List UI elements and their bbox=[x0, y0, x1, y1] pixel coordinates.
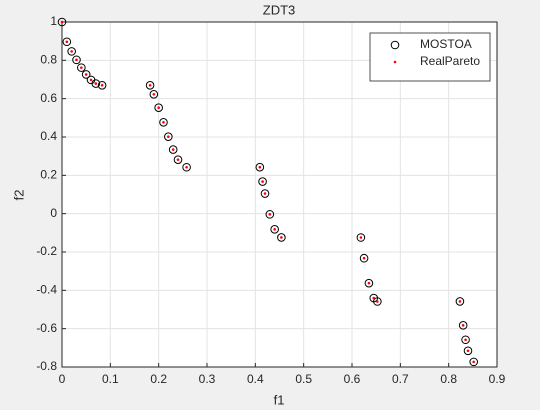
point bbox=[265, 210, 275, 219]
point bbox=[463, 346, 473, 356]
point bbox=[258, 177, 267, 186]
point bbox=[145, 80, 155, 90]
point bbox=[364, 278, 374, 288]
y-axis-label: f2 bbox=[11, 190, 26, 201]
point bbox=[280, 236, 283, 239]
point bbox=[81, 70, 91, 79]
point bbox=[72, 55, 81, 65]
point bbox=[255, 162, 265, 172]
point bbox=[77, 63, 86, 72]
point bbox=[75, 58, 78, 62]
x-tick-label: 0.1 bbox=[102, 372, 119, 386]
point bbox=[157, 106, 160, 110]
x-tick-label: 0.8 bbox=[440, 372, 457, 386]
x-tick-label: 0.5 bbox=[295, 372, 312, 386]
point bbox=[149, 89, 159, 99]
legend-label: MOSTOA bbox=[420, 37, 472, 51]
chart-title: ZDT3 bbox=[263, 2, 296, 17]
point bbox=[176, 158, 180, 161]
point bbox=[173, 155, 183, 164]
point bbox=[362, 256, 366, 260]
point bbox=[359, 253, 369, 263]
point bbox=[270, 225, 279, 234]
point bbox=[70, 50, 73, 53]
point bbox=[273, 228, 276, 231]
x-tick-label: 0.4 bbox=[247, 372, 264, 386]
point bbox=[171, 148, 175, 151]
y-tick-label: 0.2 bbox=[40, 168, 57, 182]
point bbox=[461, 324, 465, 327]
point bbox=[65, 40, 69, 44]
point bbox=[164, 132, 173, 141]
point bbox=[466, 349, 470, 353]
point bbox=[458, 300, 462, 303]
point bbox=[373, 297, 382, 306]
point bbox=[94, 82, 98, 85]
legend-marker bbox=[393, 60, 397, 64]
y-tick-label: -0.8 bbox=[36, 359, 57, 373]
point bbox=[461, 335, 470, 345]
point bbox=[154, 103, 163, 113]
axes-box bbox=[61, 21, 498, 368]
point bbox=[162, 120, 165, 124]
point bbox=[359, 236, 363, 239]
y-tick-label: -0.6 bbox=[36, 321, 57, 335]
point bbox=[458, 321, 468, 330]
point bbox=[277, 233, 286, 242]
point bbox=[159, 117, 168, 127]
point bbox=[57, 17, 67, 27]
point bbox=[260, 189, 270, 198]
legend-marker bbox=[390, 40, 400, 50]
point bbox=[100, 84, 104, 87]
point bbox=[89, 78, 93, 82]
y-tick-label: -0.2 bbox=[36, 244, 57, 258]
x-tick-label: 0.9 bbox=[489, 372, 506, 386]
point bbox=[268, 213, 272, 216]
point bbox=[148, 83, 152, 87]
point bbox=[455, 297, 465, 306]
point bbox=[261, 180, 264, 183]
point bbox=[168, 145, 178, 154]
point bbox=[258, 165, 262, 169]
legend-box bbox=[369, 32, 491, 82]
point bbox=[62, 37, 72, 47]
point bbox=[472, 360, 476, 364]
legend-label: RealPareto bbox=[420, 54, 480, 68]
x-tick-label: 0.3 bbox=[199, 372, 216, 386]
y-tick-label: 0.6 bbox=[40, 91, 57, 105]
point bbox=[464, 338, 467, 342]
point bbox=[372, 296, 376, 300]
point bbox=[356, 233, 366, 242]
point bbox=[167, 135, 170, 138]
y-tick-label: 1 bbox=[50, 14, 57, 28]
point bbox=[60, 20, 64, 24]
point bbox=[185, 165, 188, 169]
x-axis-label: f1 bbox=[274, 392, 285, 407]
point bbox=[376, 300, 379, 303]
point bbox=[91, 79, 101, 88]
y-tick-label: -0.4 bbox=[36, 283, 57, 297]
x-tick-label: 0.7 bbox=[392, 372, 409, 386]
y-tick-label: 0.8 bbox=[40, 53, 57, 67]
point bbox=[469, 357, 479, 367]
point bbox=[67, 47, 76, 56]
point bbox=[84, 73, 88, 76]
point bbox=[182, 162, 191, 172]
x-tick-label: 0.2 bbox=[150, 372, 167, 386]
x-tick-label: 0.6 bbox=[344, 372, 361, 386]
point bbox=[152, 92, 156, 96]
point bbox=[80, 66, 83, 69]
x-tick-label: 0 bbox=[59, 372, 66, 386]
y-tick-label: 0 bbox=[50, 206, 57, 220]
point bbox=[97, 81, 107, 90]
point bbox=[263, 192, 267, 195]
y-tick-label: 0.4 bbox=[40, 129, 57, 143]
point bbox=[367, 281, 371, 285]
